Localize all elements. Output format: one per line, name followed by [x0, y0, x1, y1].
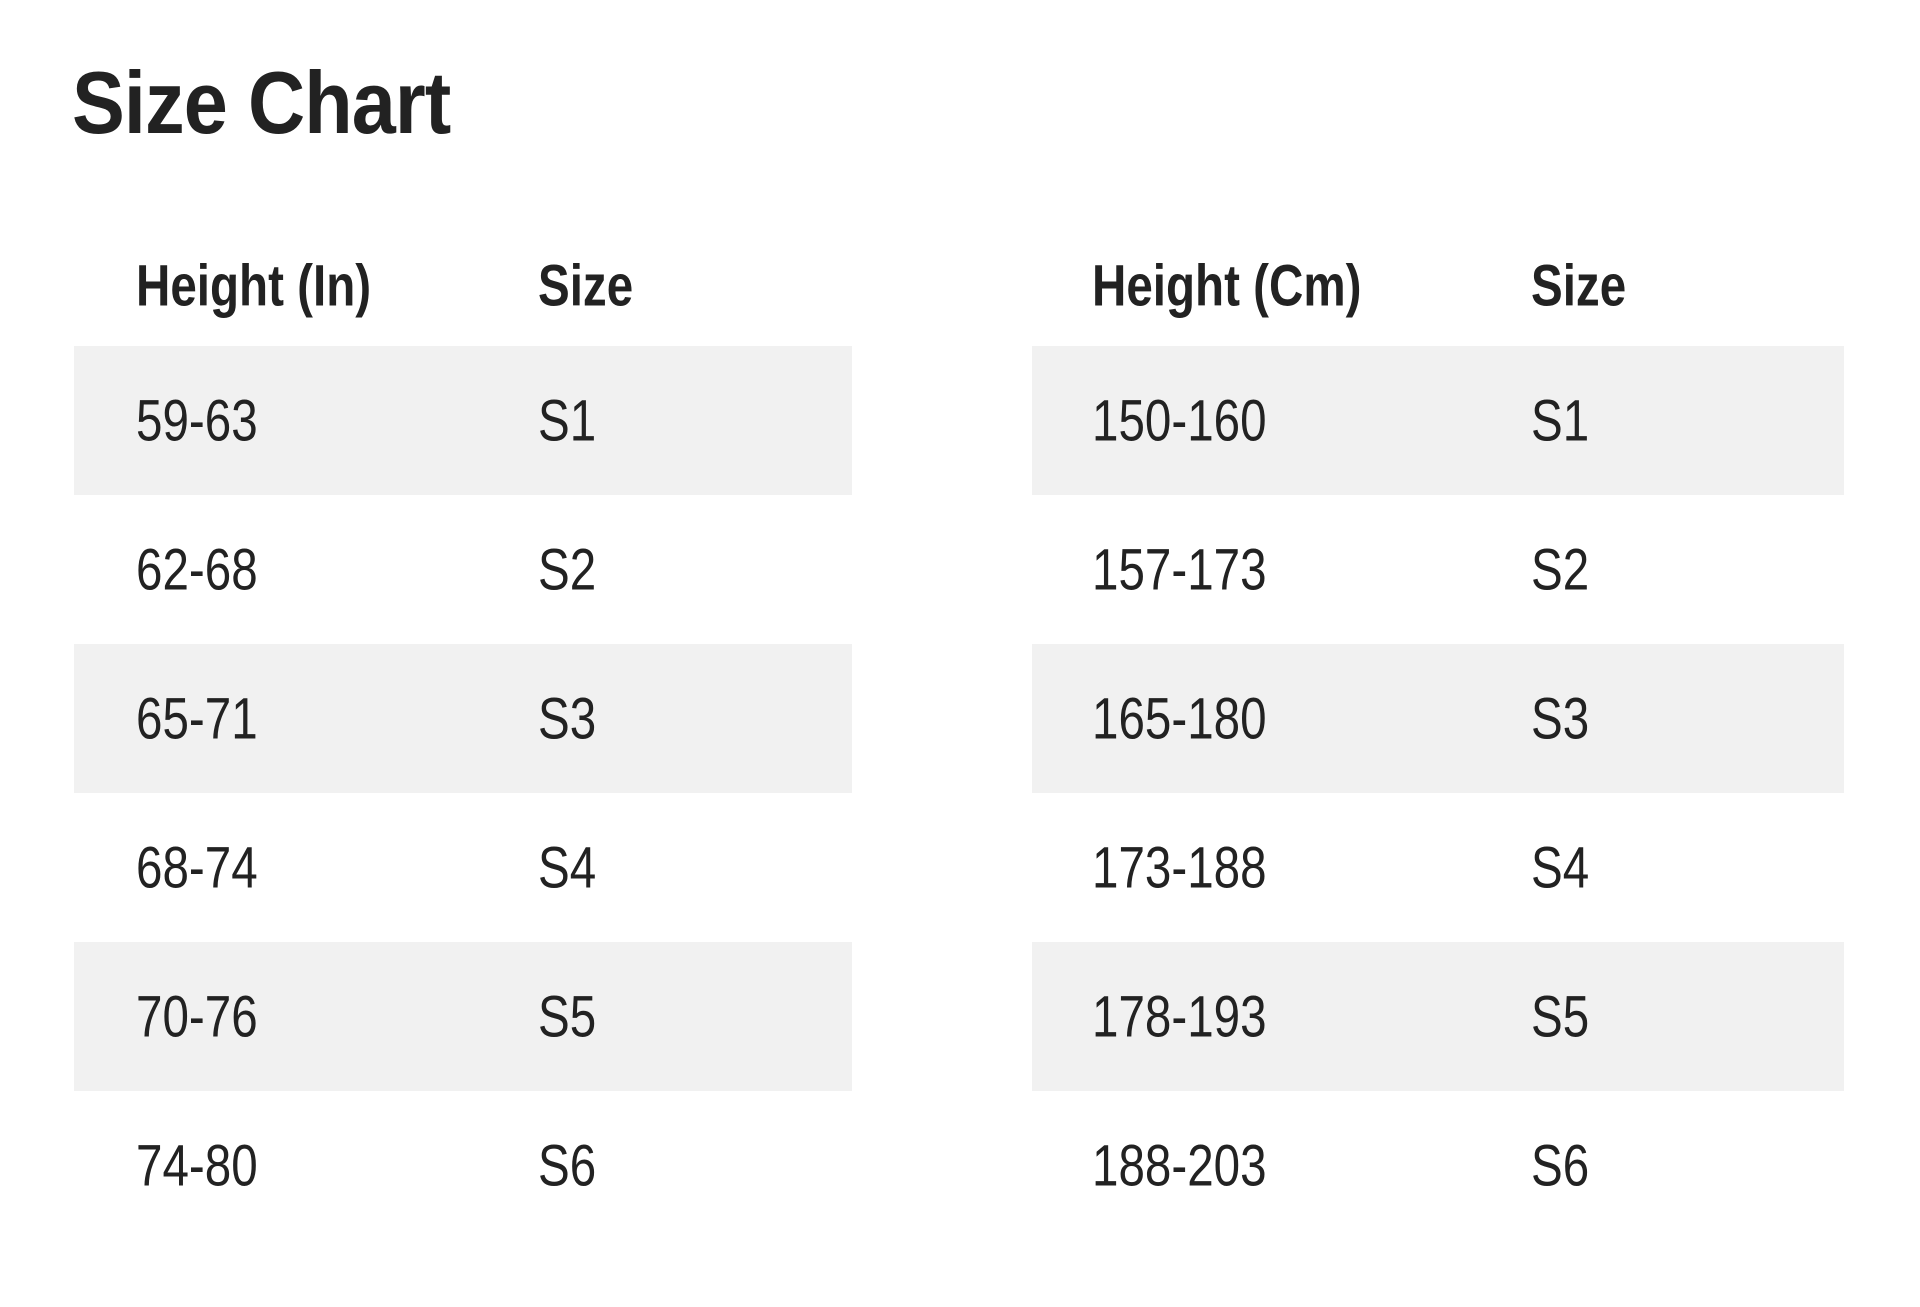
height-cell: 68-74 [136, 835, 258, 900]
size-cell: S5 [538, 984, 597, 1049]
table-row: 62-68 S2 [74, 495, 852, 644]
table-row: 165-180 S3 [1032, 644, 1844, 793]
height-cell: 62-68 [136, 537, 258, 602]
header-height-cm: Height (Cm) [1092, 253, 1362, 319]
height-cell: 150-160 [1092, 388, 1267, 453]
table-row: 157-173 S2 [1032, 495, 1844, 644]
height-cell: 70-76 [136, 984, 258, 1049]
height-cell: 188-203 [1092, 1133, 1267, 1198]
size-cell: S4 [538, 835, 597, 900]
table-row: 173-188 S4 [1032, 793, 1844, 942]
size-cell: S6 [538, 1133, 597, 1198]
table-header: Height (Cm) Size [1032, 230, 1844, 346]
header-height-in: Height (In) [136, 253, 372, 319]
table-row: 188-203 S6 [1032, 1091, 1844, 1240]
table-row: 150-160 S1 [1032, 346, 1844, 495]
size-table-inches: Height (In) Size 59-63 S1 62-68 S2 65-71 S3… [74, 230, 852, 1240]
table-row: 68-74 S4 [74, 793, 852, 942]
size-cell: S4 [1531, 835, 1590, 900]
height-cell: 74-80 [136, 1133, 258, 1198]
size-cell: S5 [1531, 984, 1590, 1049]
table-header: Height (In) Size [74, 230, 852, 346]
height-cell: 59-63 [136, 388, 258, 453]
size-table-cm: Height (Cm) Size 150-160 S1 157-173 S2 165… [1032, 230, 1844, 1240]
size-cell: S3 [538, 686, 597, 751]
size-cell: S2 [1531, 537, 1590, 602]
height-cell: 165-180 [1092, 686, 1267, 751]
size-cell: S1 [538, 388, 597, 453]
table-row: 178-193 S5 [1032, 942, 1844, 1091]
size-cell: S3 [1531, 686, 1590, 751]
page-title: Size Chart [72, 53, 451, 152]
height-cell: 178-193 [1092, 984, 1267, 1049]
table-row: 74-80 S6 [74, 1091, 852, 1240]
header-size: Size [538, 253, 634, 319]
size-cell: S6 [1531, 1133, 1590, 1198]
table-row: 65-71 S3 [74, 644, 852, 793]
height-cell: 65-71 [136, 686, 258, 751]
size-cell: S1 [1531, 388, 1590, 453]
table-row: 59-63 S1 [74, 346, 852, 495]
header-size: Size [1531, 253, 1627, 319]
table-row: 70-76 S5 [74, 942, 852, 1091]
height-cell: 173-188 [1092, 835, 1267, 900]
size-cell: S2 [538, 537, 597, 602]
height-cell: 157-173 [1092, 537, 1267, 602]
